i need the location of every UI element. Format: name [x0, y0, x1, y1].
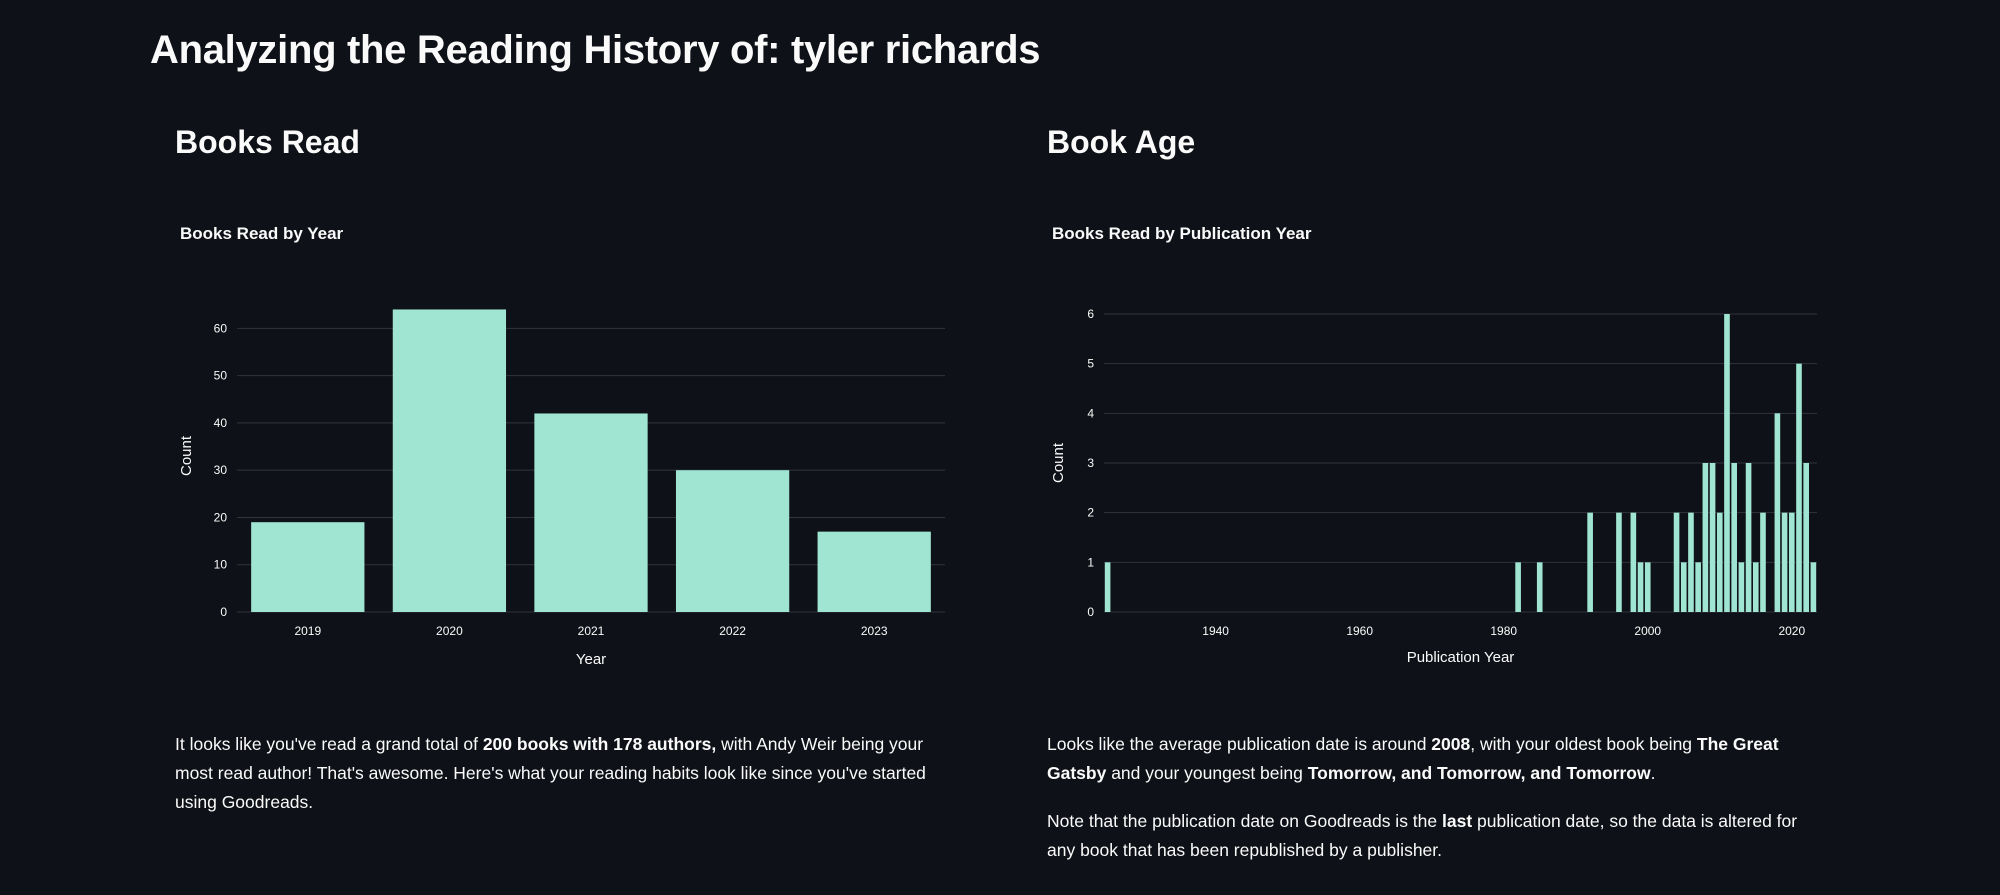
bar [817, 531, 931, 612]
bar [1630, 512, 1637, 612]
books-read-summary: It looks like you've read a grand total … [175, 730, 935, 817]
book-age-summary: Looks like the average publication date … [1047, 730, 1807, 788]
bar [392, 309, 507, 612]
bar [1680, 562, 1687, 612]
bar [1788, 512, 1795, 612]
y-tick-label: 30 [214, 463, 228, 477]
summary-books-authors: 200 books with 178 authors, [482, 734, 717, 754]
x-axis-label: Year [576, 651, 606, 668]
bar [1724, 314, 1730, 612]
bar [1515, 562, 1521, 612]
y-tick-label: 5 [1087, 357, 1094, 371]
bar [1673, 512, 1680, 612]
bar [1688, 512, 1694, 612]
x-tick-label: 2020 [1778, 624, 1805, 638]
age-text-3: and your youngest being [1106, 763, 1308, 783]
bar [1781, 512, 1788, 612]
average-pub-year: 2008 [1431, 734, 1471, 754]
bar [1644, 562, 1651, 612]
y-tick-label: 50 [214, 369, 228, 383]
summary-text-1: It looks like you've read a grand total … [175, 734, 483, 754]
bar [1695, 562, 1701, 612]
bar [1709, 463, 1716, 612]
note-text-1: Note that the publication date on Goodre… [1047, 811, 1442, 831]
x-tick-label: 2022 [719, 624, 746, 638]
y-axis-label: Count [1050, 442, 1067, 483]
note-text-2: publication date, so the data is altered… [1047, 811, 1798, 860]
y-tick-label: 0 [1087, 605, 1094, 619]
bar [1587, 512, 1593, 612]
bar [1536, 562, 1543, 612]
age-text-4: . [1650, 763, 1656, 783]
bar [1810, 562, 1817, 612]
bar [1745, 463, 1752, 612]
x-axis-label: Publication Year [1407, 649, 1515, 666]
books-by-pub-year-chart[interactable]: 0 1 2 3 4 5 6 1940 1960 1980 2000 2020 Publication Y… [1047, 290, 1827, 680]
bar [1716, 512, 1723, 612]
x-tick-label: 2019 [294, 624, 321, 638]
bar [1803, 463, 1810, 612]
bar [1616, 512, 1622, 612]
bar [1760, 512, 1766, 612]
publication-date-note: Note that the publication date on Goodre… [1047, 807, 1807, 865]
bar [1637, 562, 1644, 612]
bar [1752, 562, 1759, 612]
bar [1796, 363, 1802, 612]
books-read-heading: Books Read [175, 124, 360, 160]
y-tick-label: 6 [1087, 307, 1094, 321]
age-text-1: Looks like the average publication date … [1047, 734, 1432, 754]
bar [1731, 463, 1737, 612]
y-tick-label: 1 [1087, 555, 1094, 569]
x-tick-label: 2000 [1634, 624, 1661, 638]
book-age-heading: Book Age [1047, 124, 1196, 160]
book-age-column: Book Age Books Read by Publication Year … [1047, 0, 1827, 895]
bar [251, 522, 365, 612]
books-by-pub-year-chart-title: Books Read by Publication Year [1052, 224, 1312, 243]
bar [534, 413, 648, 612]
bar [1774, 413, 1781, 612]
books-by-year-chart[interactable]: 0 10 20 30 40 50 60 2019 2020 2021 2022 2023 Year Cou… [175, 290, 955, 680]
x-tick-label: 1980 [1490, 624, 1517, 638]
y-tick-label: 2 [1087, 506, 1094, 520]
bar [675, 470, 790, 612]
page-title: Analyzing the Reading History of: tyler … [150, 28, 1041, 72]
x-tick-label: 2023 [861, 624, 888, 638]
y-tick-label: 3 [1087, 456, 1094, 470]
x-tick-label: 1960 [1346, 624, 1373, 638]
note-last: last [1442, 811, 1473, 831]
y-tick-label: 20 [214, 510, 228, 524]
y-tick-label: 60 [214, 321, 228, 335]
y-tick-label: 40 [214, 416, 228, 430]
x-tick-label: 2021 [578, 624, 605, 638]
youngest-book: Tomorrow, and Tomorrow, and Tomorrow [1307, 763, 1651, 783]
y-axis-label: Count [178, 435, 195, 476]
y-tick-label: 10 [214, 558, 228, 572]
age-text-2: , with your oldest book being [1470, 734, 1697, 754]
bar [1104, 562, 1111, 612]
bar [1738, 562, 1745, 612]
bar [1702, 463, 1709, 612]
y-tick-label: 0 [220, 605, 227, 619]
x-tick-label: 1940 [1202, 624, 1229, 638]
books-read-column: Books Read Books Read by Year 0 10 20 30 40 5… [175, 0, 955, 895]
oldest-book: The Great Gatsby [1047, 734, 1779, 783]
summary-text-2: with Andy Weir being your most read auth… [175, 734, 926, 812]
y-tick-label: 4 [1087, 406, 1094, 420]
x-tick-label: 2020 [436, 624, 463, 638]
books-by-year-chart-title: Books Read by Year [180, 224, 344, 243]
